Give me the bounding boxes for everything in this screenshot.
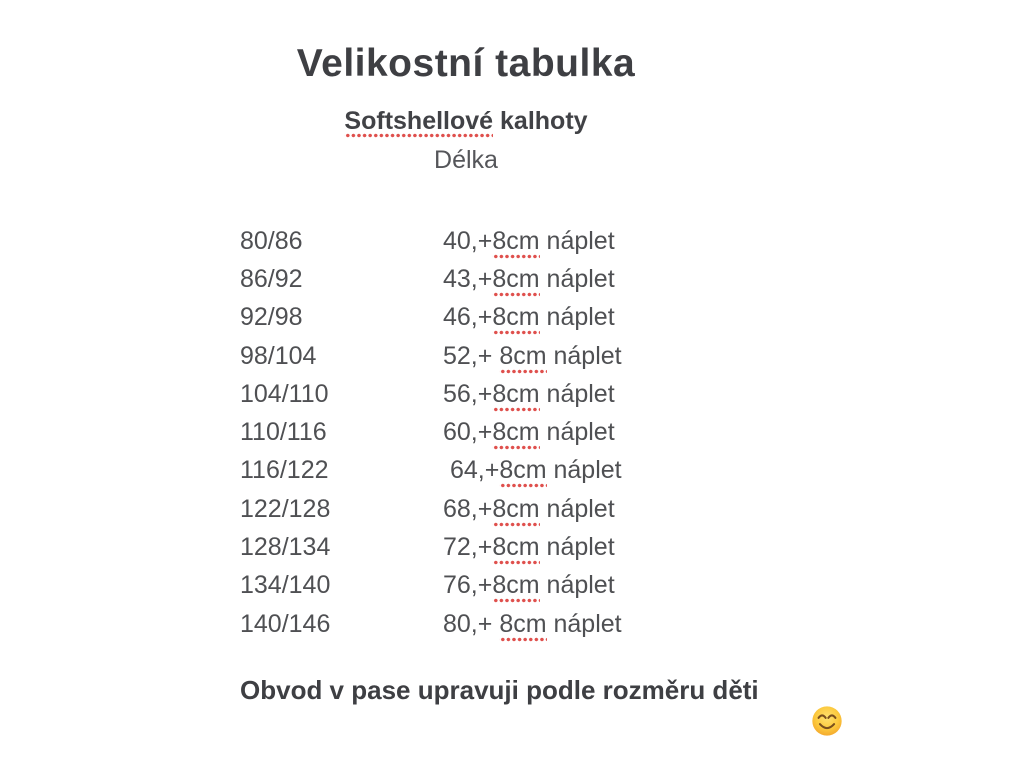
length-misspelled-text: 8cm [499, 456, 547, 489]
size-cell: 128/134 [240, 533, 331, 562]
size-cell: 98/104 [240, 341, 317, 370]
length-misspelled-text: 8cm [492, 303, 540, 336]
length-cell: 60,+8cm náplet [443, 418, 615, 451]
length-pre: 68,+ [443, 494, 493, 523]
table-row: 110/116 60,+8cm náplet [240, 413, 800, 451]
length-post: náplet [539, 379, 615, 408]
length-misspelled-text: 8cm [492, 494, 540, 527]
size-cell: 92/98 [240, 303, 303, 332]
smiling-face-emoji-icon [768, 674, 842, 736]
size-cell: 104/110 [240, 379, 329, 408]
length-post: náplet [539, 303, 615, 332]
length-post: náplet [539, 226, 615, 255]
product-subtitle: Softshellové kalhoty [240, 107, 692, 138]
table-row: 128/134 72,+8cm náplet [240, 528, 800, 566]
table-row: 104/110 56,+8cm náplet [240, 375, 800, 413]
length-cell: 64,+8cm náplet [443, 456, 622, 489]
size-table: 80/86 40,+8cm náplet 86/92 43,+8cm náple… [240, 222, 800, 643]
length-pre: 43,+ [443, 264, 493, 293]
length-pre: 52,+ [443, 341, 500, 370]
length-cell: 43,+8cm náplet [443, 264, 615, 297]
column-header-delka: Délka [434, 146, 498, 174]
length-post: náplet [539, 571, 615, 600]
length-misspelled-text: 8cm [492, 571, 540, 604]
table-row: 98/104 52,+ 8cm náplet [240, 337, 800, 375]
length-post: náplet [539, 494, 615, 523]
length-cell: 56,+8cm náplet [443, 379, 615, 412]
length-pre: 72,+ [443, 533, 493, 562]
size-cell: 134/140 [240, 571, 331, 600]
length-post: náplet [539, 264, 615, 293]
length-post: náplet [546, 609, 622, 638]
length-cell: 80,+ 8cm náplet [443, 609, 622, 642]
length-cell: 40,+8cm náplet [443, 226, 615, 259]
length-misspelled-text: 8cm [492, 533, 540, 566]
footer-note: Obvod v pase upravuji podle rozměru děti [240, 674, 842, 736]
footer-text: Obvod v pase upravuji podle rozměru děti [240, 674, 759, 705]
length-cell: 52,+ 8cm náplet [443, 341, 622, 374]
length-pre: 46,+ [443, 303, 493, 332]
length-misspelled-text: 8cm [499, 609, 547, 642]
length-misspelled-text: 8cm [492, 418, 540, 451]
length-misspelled-text: 8cm [492, 226, 540, 259]
table-row: 140/146 80,+ 8cm náplet [240, 605, 800, 643]
subtitle-rest: kalhoty [493, 107, 588, 135]
table-row: 92/98 46,+8cm náplet [240, 299, 800, 337]
length-pre: 80,+ [443, 609, 500, 638]
length-post: náplet [546, 341, 622, 370]
page-title: Velikostní tabulka [296, 42, 636, 85]
length-misspelled-text: 8cm [492, 379, 540, 412]
length-cell: 72,+8cm náplet [443, 533, 615, 566]
table-row: 116/122 64,+8cm náplet [240, 452, 800, 490]
length-cell: 76,+8cm náplet [443, 571, 615, 604]
table-row: 134/140 76,+8cm náplet [240, 567, 800, 605]
length-pre: 40,+ [443, 226, 493, 255]
length-pre: 60,+ [443, 418, 493, 447]
length-misspelled-text: 8cm [492, 264, 540, 297]
size-cell: 140/146 [240, 609, 331, 638]
size-cell: 80/86 [240, 226, 303, 255]
length-post: náplet [539, 533, 615, 562]
size-cell: 110/116 [240, 418, 327, 447]
table-row: 86/92 43,+8cm náplet [240, 260, 800, 298]
length-cell: 46,+8cm náplet [443, 303, 615, 336]
length-pre: 76,+ [443, 571, 493, 600]
length-cell: 68,+8cm náplet [443, 494, 615, 527]
size-cell: 116/122 [240, 456, 329, 485]
table-row: 80/86 40,+8cm náplet [240, 222, 800, 260]
subtitle-misspelled-word: Softshellové [344, 107, 494, 138]
size-cell: 86/92 [240, 264, 303, 293]
length-post: náplet [539, 418, 615, 447]
length-misspelled-text: 8cm [499, 341, 547, 374]
length-post: náplet [546, 456, 622, 485]
length-pre: 64,+ [443, 456, 500, 485]
size-cell: 122/128 [240, 494, 331, 523]
table-row: 122/128 68,+8cm náplet [240, 490, 800, 528]
length-pre: 56,+ [443, 379, 493, 408]
